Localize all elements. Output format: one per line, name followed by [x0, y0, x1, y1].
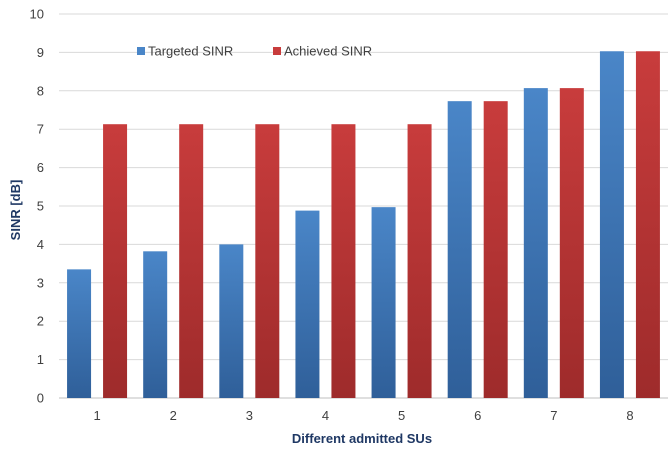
achieved-sinr-bar-4	[331, 124, 356, 398]
x-tick-label: 5	[398, 408, 405, 423]
x-tick-label: 6	[474, 408, 481, 423]
achieved-sinr-bar-6	[483, 101, 508, 398]
y-tick-label: 8	[37, 83, 44, 98]
achieved-sinr-bar-7	[559, 88, 584, 398]
y-tick-label: 10	[30, 7, 44, 22]
y-axis-title: SINR [dB]	[8, 180, 23, 241]
x-tick-label: 4	[322, 408, 329, 423]
y-tick-label: 4	[37, 237, 44, 252]
y-tick-label: 0	[37, 391, 44, 406]
targeted-sinr-bar-1	[67, 269, 92, 398]
achieved-sinr-bar-8	[635, 51, 660, 399]
legend-swatch	[137, 47, 145, 55]
x-tick-label: 2	[170, 408, 177, 423]
targeted-sinr-bar-6	[447, 101, 472, 398]
y-tick-label: 1	[37, 352, 44, 367]
targeted-sinr-bar-4	[295, 210, 320, 398]
y-tick-label: 5	[37, 199, 44, 214]
achieved-sinr-bar-3	[255, 124, 280, 398]
targeted-sinr-bar-7	[523, 88, 548, 398]
y-tick-label: 3	[37, 275, 44, 290]
x-axis-title: Different admitted SUs	[292, 431, 432, 446]
achieved-sinr-bar-2	[179, 124, 204, 398]
legend-swatch	[273, 47, 281, 55]
x-tick-labels: 1 2 3 4 5 6 7 8	[93, 408, 633, 423]
legend: Targeted SINR Achieved SINR	[137, 44, 372, 59]
targeted-sinr-bar-3	[219, 244, 244, 398]
x-tick-label: 3	[246, 408, 253, 423]
y-tick-label: 9	[37, 45, 44, 60]
y-tick-label: 6	[37, 160, 44, 175]
targeted-sinr-bar-2	[143, 251, 168, 398]
targeted-sinr-bar-8	[599, 51, 624, 399]
x-tick-label: 8	[626, 408, 633, 423]
y-tick-label: 7	[37, 122, 44, 137]
legend-label: Achieved SINR	[284, 44, 372, 59]
x-tick-label: 7	[550, 408, 557, 423]
y-tick-label: 2	[37, 314, 44, 329]
targeted-sinr-bar-5	[371, 207, 396, 398]
y-tick-labels: 0 1 2 3 4 5 6 7 8 9 10	[30, 7, 44, 406]
bars	[67, 51, 660, 399]
legend-label: Targeted SINR	[148, 44, 233, 59]
x-tick-label: 1	[93, 408, 100, 423]
achieved-sinr-bar-5	[407, 124, 432, 398]
achieved-sinr-bar-1	[103, 124, 128, 398]
